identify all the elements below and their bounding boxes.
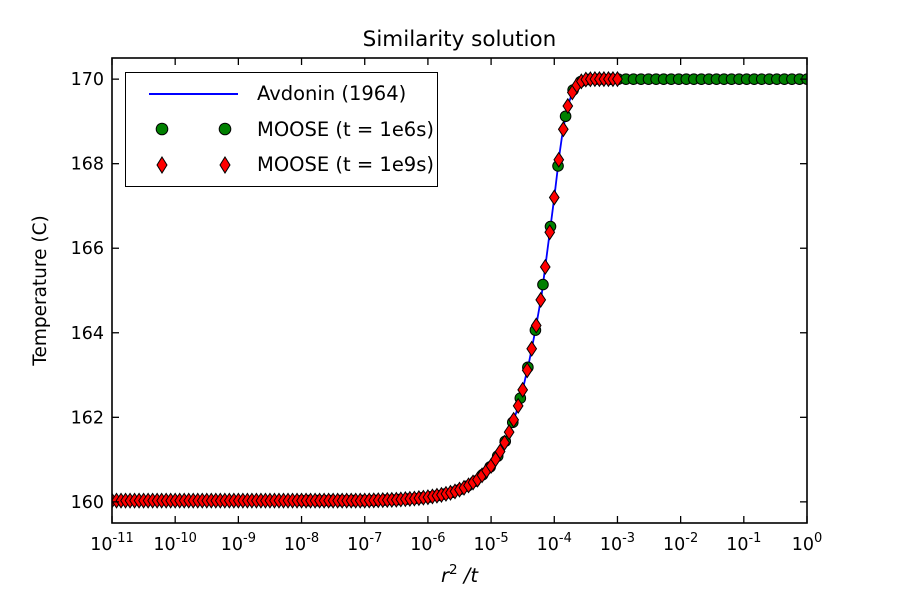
y-axis-label: Temperature (C) xyxy=(30,215,51,366)
y-tick-label: 166 xyxy=(71,239,104,259)
moose-1e9-marker xyxy=(539,258,551,276)
moose-1e9-marker xyxy=(512,397,524,414)
legend-box: Avdonin (1964) MOOSE (t = 1e6s) MOOSE (t =… xyxy=(125,72,438,187)
legend-label: Avdonin (1964) xyxy=(257,82,407,106)
legend-marker-sample xyxy=(126,150,257,180)
plot-frame xyxy=(111,57,808,524)
moose-1e9-marker xyxy=(612,71,623,88)
x-tick-label: 10-8 xyxy=(284,531,319,555)
legend-circle-icon xyxy=(218,123,232,136)
x-tick-label: 10-4 xyxy=(537,531,572,555)
legend-diamond-icon xyxy=(219,156,231,175)
plot-data-layer xyxy=(112,71,807,509)
moose-1e9-marker xyxy=(503,424,515,441)
legend-entry-avdonin: Avdonin (1964) xyxy=(126,77,437,111)
legend-entry-moose-1e9: MOOSE (t = 1e9s) xyxy=(126,148,437,182)
chart-title: Similarity solution xyxy=(363,27,557,52)
moose-1e9-marker xyxy=(530,317,542,334)
legend-label: MOOSE (t = 1e6s) xyxy=(257,117,434,141)
x-tick-label: 100 xyxy=(792,531,823,555)
y-tick-label: 170 xyxy=(71,70,104,90)
x-tick-label: 10-11 xyxy=(90,531,134,555)
moose-1e9-marker xyxy=(526,340,538,357)
x-axis-label-base: r xyxy=(441,564,451,587)
tick-labels-layer: 10-11 10-10 10-9 10-8 10-7 10-6 10-5 10-4 10-3 10… xyxy=(71,70,823,555)
moose-1e6-marker xyxy=(537,278,549,291)
moose-1e6-marker xyxy=(559,110,572,123)
x-tick-label: 10-5 xyxy=(473,531,508,555)
moose-1e9-marker xyxy=(553,151,565,168)
legend-marker-sample xyxy=(126,114,257,144)
legend-circle-icon xyxy=(155,123,169,136)
moose-1e9-marker xyxy=(557,121,569,138)
moose-1e9-marker xyxy=(521,362,533,379)
y-tick-label: 168 xyxy=(71,155,104,175)
moose-1e9-marker xyxy=(494,443,506,460)
legend-entry-moose-1e6: MOOSE (t = 1e6s) xyxy=(126,112,437,146)
moose-1e9-marker xyxy=(562,97,574,115)
y-tick-label: 162 xyxy=(71,408,104,428)
legend-line-sample xyxy=(126,79,257,109)
x-axis-label-rest: /t xyxy=(458,564,480,587)
x-tick-label: 10-1 xyxy=(726,531,761,555)
axes-layer xyxy=(111,57,808,524)
moose-1e9-marker xyxy=(544,224,556,241)
x-tick-label: 10-9 xyxy=(221,531,256,555)
x-tick-label: 10-3 xyxy=(600,531,635,555)
moose-1e9-marker xyxy=(517,381,529,398)
moose-1e9-marker xyxy=(508,411,520,428)
x-tick-label: 10-10 xyxy=(153,531,197,555)
moose-1e9-marker xyxy=(535,291,547,308)
legend-label: MOOSE (t = 1e9s) xyxy=(257,153,434,177)
x-tick-label: 10-2 xyxy=(663,531,698,555)
moose-1e9-marker xyxy=(548,189,560,206)
x-axis-label-superscript: 2 xyxy=(449,562,458,578)
x-axis-label: r2 /t xyxy=(441,562,479,587)
moose-1e9-marker xyxy=(499,434,511,451)
y-tick-label: 164 xyxy=(71,324,104,344)
x-tick-label: 10-7 xyxy=(347,531,382,555)
y-tick-label: 160 xyxy=(71,493,104,513)
legend-diamond-icon xyxy=(156,156,168,175)
x-tick-label: 10-6 xyxy=(410,531,445,555)
